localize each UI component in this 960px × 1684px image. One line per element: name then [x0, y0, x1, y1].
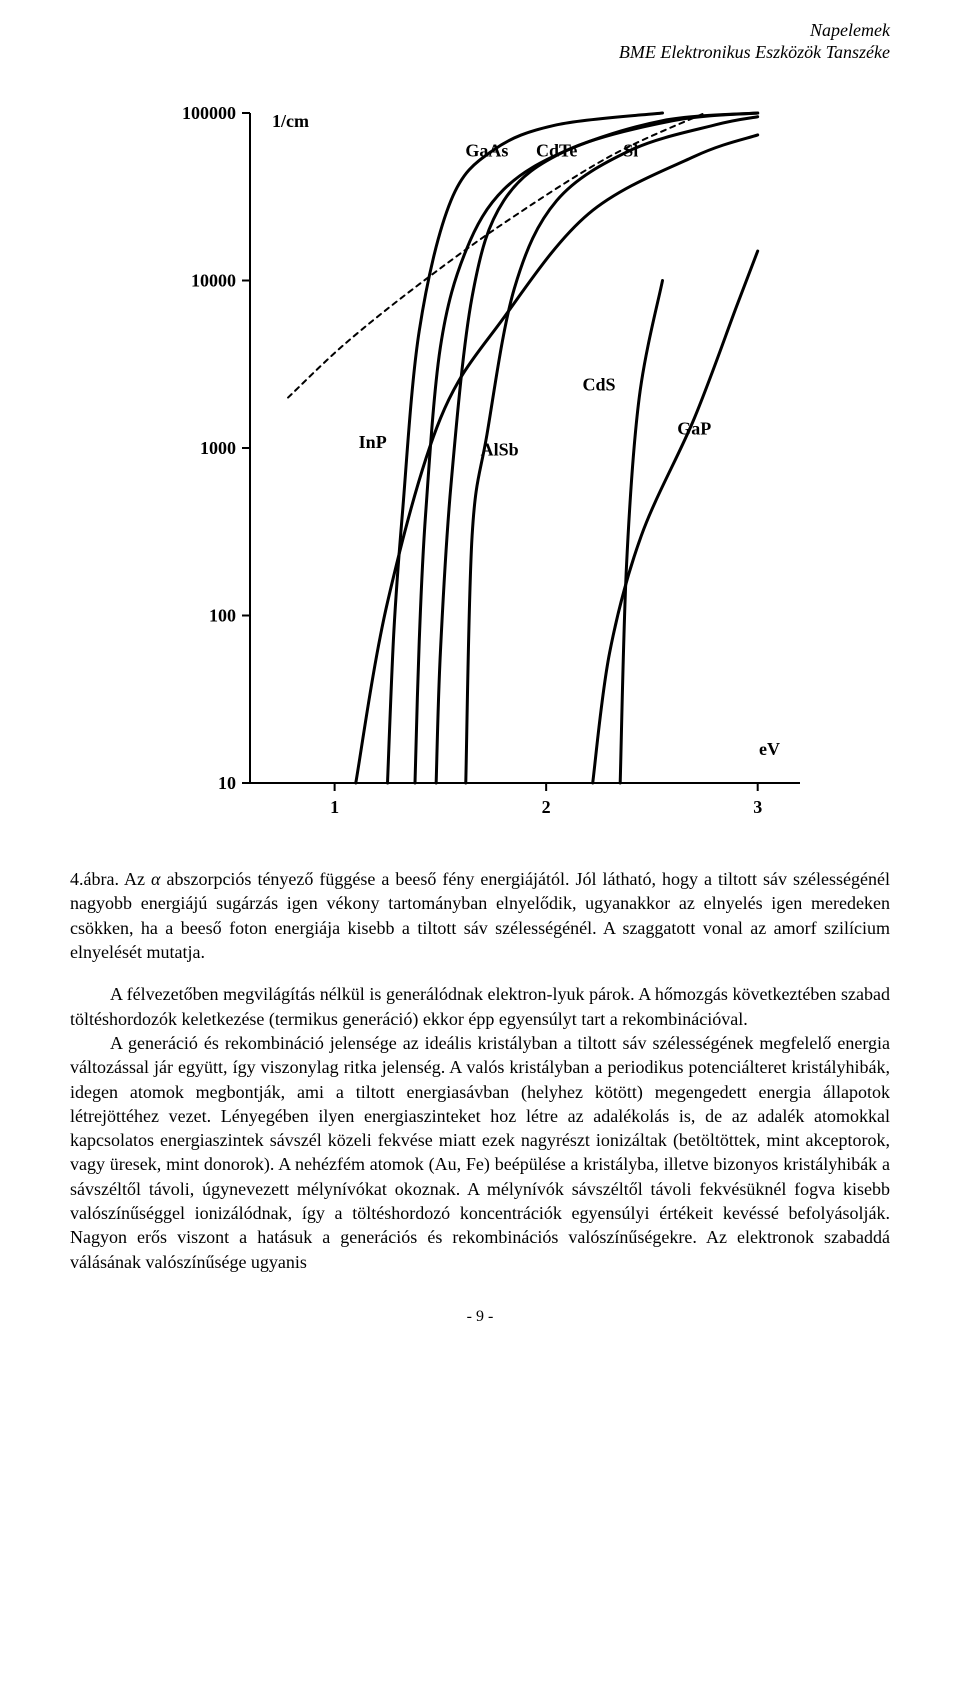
- svg-text:GaP: GaP: [677, 419, 711, 439]
- svg-text:InP: InP: [359, 432, 387, 452]
- svg-text:100000: 100000: [182, 103, 236, 123]
- svg-text:10000: 10000: [191, 271, 236, 291]
- absorption-chart: 1 2 3 10 100 1000 10000 100000 eV 1/cm InP GaAs CdTe…: [130, 83, 830, 843]
- header-line-2: BME Elektronikus Eszközök Tanszéke: [70, 42, 890, 64]
- svg-text:1/cm: 1/cm: [272, 111, 309, 131]
- figure-caption: 4.ábra. Az α abszorpciós tényező függése…: [70, 867, 890, 964]
- page-header: Napelemek BME Elektronikus Eszközök Tans…: [70, 20, 890, 63]
- svg-text:3: 3: [753, 797, 762, 817]
- svg-text:2: 2: [542, 797, 551, 817]
- header-line-1: Napelemek: [70, 20, 890, 42]
- caption-rest: abszorpciós tényező függése a beeső fény…: [70, 869, 890, 962]
- svg-text:10: 10: [218, 773, 236, 793]
- curve-gap: [593, 251, 758, 783]
- page-footer: - 9 -: [70, 1308, 890, 1326]
- body-paragraph-1: A félvezetőben megvilágítás nélkül is ge…: [70, 982, 890, 1031]
- svg-text:eV: eV: [759, 739, 780, 759]
- absorption-chart-container: 1 2 3 10 100 1000 10000 100000 eV 1/cm InP GaAs CdTe…: [70, 83, 890, 843]
- body-paragraph-2: A generáció és rekombináció jelensége az…: [70, 1031, 890, 1274]
- svg-text:CdS: CdS: [583, 375, 616, 395]
- caption-prefix: 4.ábra. Az: [70, 869, 151, 889]
- svg-text:CdTe: CdTe: [536, 141, 577, 161]
- svg-text:Si: Si: [623, 141, 638, 161]
- svg-text:AlSb: AlSb: [481, 440, 519, 460]
- svg-text:100: 100: [209, 606, 236, 626]
- body-text: A félvezetőben megvilágítás nélkül is ge…: [70, 982, 890, 1274]
- page-number: - 9 -: [467, 1308, 494, 1325]
- curve-si: [356, 135, 758, 783]
- svg-text:1: 1: [330, 797, 339, 817]
- svg-text:1000: 1000: [200, 438, 236, 458]
- svg-text:GaAs: GaAs: [465, 141, 508, 161]
